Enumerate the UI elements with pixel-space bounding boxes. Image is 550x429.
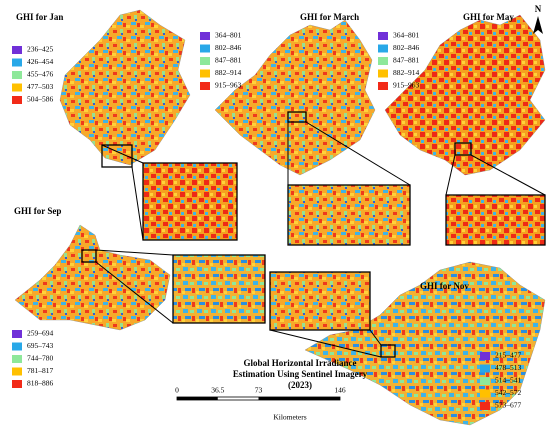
legend-swatch [12,330,22,338]
legend-swatch [480,402,490,410]
panel-title: GHI for Jan [16,12,63,22]
legend-label: 573–677 [495,401,522,410]
panel-title: GHI for March [300,12,359,22]
scale-unit: Kilometers [273,413,306,422]
legend-label: 802–846 [215,43,242,52]
scale-tick-label: 36.5 [211,386,224,395]
legend-label: 364–801 [215,31,242,40]
inset-sep [172,254,266,324]
legend-label: 364–801 [393,31,420,40]
main-title: (2023) [288,380,312,390]
inset-nov [269,271,371,331]
inset-marker [287,111,307,123]
inset-link [445,154,456,196]
legend-swatch [200,44,210,53]
legend-swatch [480,352,490,360]
panel-title: GHI for Sep [14,206,61,216]
legend-label: 847–881 [215,56,242,65]
legend-swatch [12,367,22,376]
inset-march [287,184,411,246]
panel-title: GHI for May [463,12,514,22]
main-title: Global Horizontal Irradiance [244,358,357,368]
inset-marker [101,144,133,168]
legend-label: 259–694 [27,329,54,338]
legend-label: 781–817 [27,366,54,375]
legend-swatch [200,32,210,40]
legend-label: 514–541 [495,376,522,385]
legend-swatch [12,83,22,92]
scale-tick-label: 0 [175,386,179,395]
legend-swatch [12,58,22,67]
north-arrow: N [533,4,543,34]
inset-jan [142,162,238,241]
legend-label: 744–780 [27,354,54,363]
legend-label: 477–503 [27,82,54,91]
inset-link [95,249,174,256]
legend-swatch [378,57,388,65]
legend-label: 478–513 [495,363,522,372]
legend-swatch [200,82,210,90]
legend-swatch [378,82,388,90]
inset-link [269,329,382,358]
legend-swatch [200,57,210,65]
inset-link [131,166,144,241]
map-jan [59,9,191,166]
scale-tick-label: 146 [334,386,346,395]
main-title: Estimation Using Sentinel Imagery [233,369,368,379]
inset-link [369,329,382,346]
legend-label: 802–846 [393,43,420,52]
legend-swatch [12,342,22,351]
legend-label: 542–572 [495,388,522,397]
legend-swatch [200,69,210,78]
inset-link [305,121,411,186]
scale-tick-label: 73 [255,386,263,395]
map-march [214,19,376,176]
legend-label: 847–881 [393,56,420,65]
legend-swatch [378,44,388,53]
north-symbol [533,16,543,34]
legend-label: 915–963 [215,81,242,90]
map-sep [14,224,171,331]
legend-label: 455–476 [27,70,54,79]
inset-may [445,194,546,246]
legend-label: 915–963 [393,81,420,90]
legend-swatch [12,355,22,363]
legend-swatch [12,96,22,104]
legend-swatch [480,364,490,373]
legend-swatch [12,380,22,388]
legend-swatch [480,377,490,385]
legend-label: 236–425 [27,45,54,54]
legend-label: 215–477 [495,351,522,360]
legend-swatch [378,69,388,78]
legend-label: 882–914 [215,68,242,77]
inset-link [95,261,174,324]
legend-label: 426–454 [27,57,54,66]
inset-marker [380,344,396,358]
legend-swatch [12,46,22,54]
north-label: N [535,4,542,14]
scale-bar: Kilometers [176,396,341,422]
legend-label: 695–743 [27,341,54,350]
legend-label: 882–914 [393,68,420,77]
legend-label: 504–586 [27,95,54,104]
panel-title: GHI for Nov [420,281,469,291]
inset-marker [454,142,472,156]
inset-link [470,154,546,196]
legend-swatch [480,389,490,398]
legend-label: 818–886 [27,379,54,388]
map-may [384,14,546,176]
inset-link [101,144,144,164]
insets [81,111,546,358]
legend-swatch [12,71,22,79]
inset-marker [81,249,97,263]
legend-swatch [378,32,388,40]
